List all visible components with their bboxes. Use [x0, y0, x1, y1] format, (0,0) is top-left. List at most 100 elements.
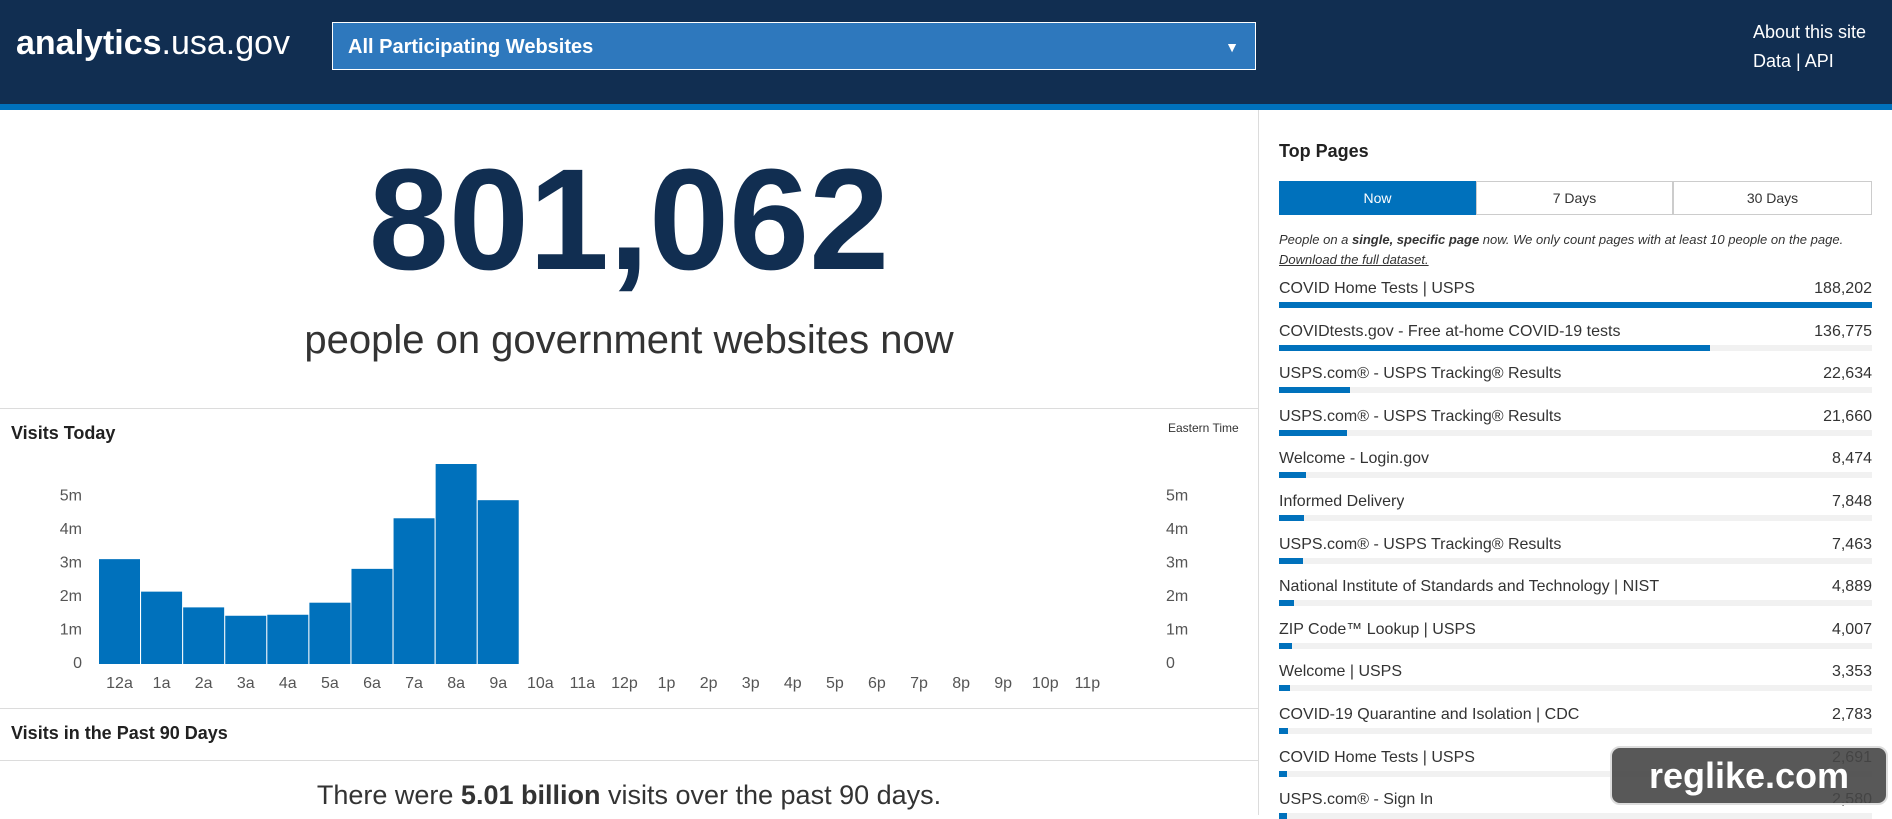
visits-chart: 0 0 1m 1m 2m 2m 3m 3m 4m 4m 5m 5m 12a 1a 2a 3a 4a 5a 6a 7a 8…	[60, 464, 1188, 692]
divider	[0, 708, 1258, 709]
y2-tick-label: 2m	[1166, 588, 1188, 605]
x-tick-label: 6a	[363, 675, 381, 692]
bar-track	[1279, 685, 1872, 692]
tab[interactable]: 30 Days	[1673, 181, 1872, 215]
bar-track	[1279, 387, 1872, 394]
page-title[interactable]: USPS.com® - USPS Tracking® Results	[1279, 365, 1562, 383]
page-count: 4,007	[1831, 620, 1872, 638]
top-pages-title: Top Pages	[1279, 141, 1369, 161]
bar	[1279, 600, 1295, 607]
bar	[1279, 472, 1306, 479]
page-count: 3,353	[1831, 663, 1872, 681]
x-tick-label: 1a	[153, 675, 171, 692]
x-tick-label: 1p	[658, 675, 676, 692]
x-tick-label: 8p	[952, 675, 970, 692]
page-title[interactable]: Welcome | USPS	[1279, 663, 1403, 681]
bar	[1279, 429, 1348, 436]
agency-dropdown[interactable]: All Participating Websites ▼	[332, 22, 1256, 70]
bar-track	[1279, 472, 1872, 479]
x-tick-label: 3p	[742, 675, 760, 692]
logo-bold: analytics	[16, 24, 162, 62]
bar	[1279, 344, 1710, 351]
bar	[351, 568, 393, 664]
x-tick-label: 5a	[321, 675, 339, 692]
chart-title: Visits Today	[11, 423, 116, 443]
bar-track	[1279, 600, 1872, 607]
x-tick-label: 12p	[611, 675, 638, 692]
bar	[1279, 515, 1304, 521]
divider	[1258, 110, 1259, 815]
bar-track	[1279, 642, 1872, 649]
bar	[477, 500, 519, 664]
tab[interactable]: 7 Days	[1476, 181, 1673, 215]
realtime-caption: people on government websites now	[304, 318, 954, 362]
bar-track	[1279, 557, 1872, 564]
y2-tick-label: 0	[1166, 655, 1175, 672]
divider	[0, 408, 1258, 409]
page-title[interactable]: COVIDtests.gov - Free at-home COVID-19 t…	[1279, 322, 1621, 340]
page-title[interactable]: USPS.com® - Sign In	[1279, 791, 1434, 809]
nav-link[interactable]: About this site	[1753, 22, 1867, 42]
page-count: 4,889	[1831, 578, 1872, 596]
page-count: 21,660	[1823, 407, 1872, 425]
page-count: 188,202	[1814, 280, 1872, 297]
text: People on a	[1279, 232, 1353, 247]
x-tick-label: 10p	[1032, 675, 1059, 692]
page-count: 22,634	[1823, 365, 1872, 383]
bar-track	[1279, 728, 1872, 734]
bar	[99, 559, 140, 664]
page-title[interactable]: COVID Home Tests | USPS	[1279, 280, 1475, 297]
page-title[interactable]: USPS.com® - USPS Tracking® Results	[1279, 407, 1562, 425]
dropdown-label: All Participating Websites	[348, 36, 594, 58]
text-bold: single, specific page	[1352, 232, 1480, 247]
tab[interactable]: Now	[1279, 181, 1476, 215]
past90-text: There were 5.01 billion visits over the …	[0, 780, 1258, 811]
page-title[interactable]: Welcome - Login.gov	[1279, 450, 1429, 468]
logo[interactable]: analytics.usa.gov	[16, 24, 290, 63]
page-count: 7,463	[1831, 535, 1872, 553]
bar	[1279, 642, 1292, 649]
bar	[1279, 302, 1872, 308]
page-count: 7,848	[1831, 493, 1872, 510]
y2-tick-label: 4m	[1166, 521, 1188, 538]
x-tick-label: 2p	[700, 675, 718, 692]
page-count: 8,474	[1831, 450, 1872, 468]
x-tick-label: 7p	[910, 675, 928, 692]
page-title[interactable]: COVID Home Tests | USPS	[1279, 748, 1475, 766]
bar	[267, 614, 309, 664]
x-tick-label: 2a	[195, 675, 213, 692]
page-title[interactable]: National Institute of Standards and Tech…	[1279, 578, 1660, 596]
bar	[393, 518, 435, 664]
nav-link[interactable]: Data | API	[1753, 51, 1834, 71]
page-title[interactable]: USPS.com® - USPS Tracking® Results	[1279, 535, 1562, 553]
page-title[interactable]: ZIP Code™ Lookup | USPS	[1279, 620, 1476, 638]
y-tick-label: 4m	[60, 521, 82, 538]
bar	[1279, 685, 1290, 692]
bar	[309, 602, 351, 664]
bar	[1279, 728, 1288, 734]
bar-track	[1279, 813, 1872, 819]
bar	[1279, 557, 1303, 564]
bar	[435, 464, 477, 664]
text-bold: 5.01 billion	[460, 780, 601, 810]
text: now. We only count pages with at least 1…	[1479, 232, 1844, 247]
bar	[183, 607, 225, 664]
x-tick-label: 11a	[570, 675, 596, 692]
note: People on a single, specific page now. W…	[1279, 232, 1843, 247]
bar-track	[1279, 515, 1872, 521]
bar-track	[1279, 770, 1872, 777]
download-link[interactable]: Download the full dataset.	[1279, 252, 1429, 267]
x-tick-label: 9p	[994, 675, 1012, 692]
text: visits over the past 90 days.	[600, 780, 942, 810]
page-count: 2,783	[1831, 706, 1872, 723]
page-title[interactable]: Informed Delivery	[1279, 493, 1405, 510]
bar	[1279, 813, 1288, 819]
y2-tick-label: 5m	[1166, 488, 1188, 505]
x-tick-label: 6p	[868, 675, 886, 692]
x-tick-label: 3a	[237, 675, 255, 692]
section-title: Visits in the Past 90 Days	[11, 723, 228, 743]
page-title[interactable]: COVID-19 Quarantine and Isolation | CDC	[1279, 706, 1580, 723]
bar	[141, 591, 183, 664]
x-tick-label: 7a	[405, 675, 423, 692]
